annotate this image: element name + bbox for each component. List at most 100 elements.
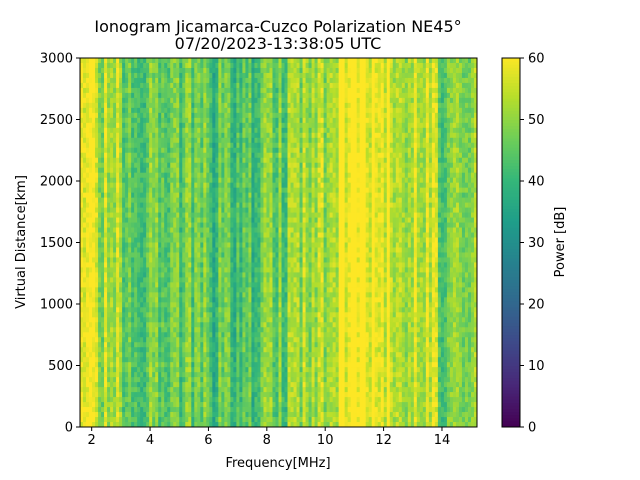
heatmap-cell bbox=[263, 97, 267, 104]
heatmap-cell bbox=[209, 202, 213, 208]
heatmap-cell bbox=[158, 72, 162, 79]
heatmap-cell bbox=[218, 272, 222, 278]
heatmap-cell bbox=[239, 117, 243, 124]
heatmap-cell bbox=[125, 152, 129, 159]
heatmap-cell bbox=[194, 387, 198, 393]
heatmap-cell bbox=[257, 347, 261, 353]
heatmap-cell bbox=[107, 192, 111, 199]
heatmap-cell bbox=[263, 217, 267, 223]
heatmap-cell bbox=[170, 377, 174, 383]
heatmap-cell bbox=[104, 322, 108, 328]
heatmap-cell bbox=[152, 352, 156, 358]
heatmap-cell bbox=[230, 167, 234, 174]
heatmap-cell bbox=[281, 222, 285, 228]
heatmap-cell bbox=[110, 362, 114, 368]
heatmap-cell bbox=[107, 317, 111, 323]
heatmap-cell bbox=[134, 187, 138, 194]
heatmap-cell bbox=[125, 187, 129, 194]
heatmap-cell bbox=[215, 102, 219, 109]
heatmap-cell bbox=[224, 182, 228, 189]
heatmap-cell bbox=[263, 412, 267, 418]
heatmap-cell bbox=[128, 202, 132, 208]
heatmap-cell bbox=[122, 172, 126, 179]
heatmap-cell bbox=[212, 382, 216, 388]
heatmap-cell bbox=[245, 177, 249, 184]
heatmap-cell bbox=[239, 247, 243, 253]
heatmap-cell bbox=[215, 142, 219, 149]
heatmap-cell bbox=[80, 92, 84, 99]
heatmap-cell bbox=[278, 137, 282, 144]
heatmap-cell bbox=[266, 412, 270, 418]
heatmap-cell bbox=[233, 82, 237, 89]
heatmap-cell bbox=[272, 192, 276, 199]
heatmap-cell bbox=[92, 227, 96, 233]
heatmap-cell bbox=[260, 362, 264, 368]
heatmap-cell bbox=[185, 192, 189, 199]
heatmap-cell bbox=[251, 147, 255, 154]
heatmap-cell bbox=[101, 322, 105, 328]
heatmap-cell bbox=[242, 152, 246, 159]
heatmap-cell bbox=[158, 347, 162, 353]
heatmap-cell bbox=[173, 347, 177, 353]
heatmap-cell bbox=[269, 302, 273, 308]
heatmap-cell bbox=[149, 272, 153, 278]
heatmap-cell bbox=[200, 112, 204, 119]
heatmap-cell bbox=[239, 357, 243, 363]
heatmap-cell bbox=[164, 312, 168, 318]
heatmap-cell bbox=[260, 187, 264, 194]
heatmap-cell bbox=[173, 397, 177, 403]
heatmap-cell bbox=[239, 147, 243, 154]
heatmap-cell bbox=[170, 277, 174, 283]
heatmap-cell bbox=[272, 297, 276, 303]
heatmap-cell bbox=[185, 377, 189, 383]
heatmap-cell bbox=[188, 162, 192, 169]
heatmap-cell bbox=[215, 422, 219, 428]
heatmap-cell bbox=[161, 247, 165, 253]
heatmap-cell bbox=[95, 132, 99, 139]
heatmap-cell bbox=[101, 217, 105, 223]
heatmap-cell bbox=[104, 422, 108, 428]
heatmap-cell bbox=[221, 237, 225, 243]
heatmap-cell bbox=[140, 187, 144, 194]
heatmap-cell bbox=[80, 117, 84, 124]
heatmap-cell bbox=[155, 417, 159, 423]
heatmap-cell bbox=[104, 387, 108, 393]
heatmap-cell bbox=[245, 182, 249, 189]
heatmap-cell bbox=[116, 392, 120, 398]
heatmap-cell bbox=[125, 392, 129, 398]
heatmap-cell bbox=[209, 102, 213, 109]
heatmap-cell bbox=[95, 112, 99, 119]
heatmap-cell bbox=[188, 137, 192, 144]
heatmap-cell bbox=[110, 422, 114, 428]
heatmap-cell bbox=[122, 107, 126, 114]
heatmap-cell bbox=[221, 357, 225, 363]
heatmap-cell bbox=[80, 387, 84, 393]
heatmap-cell bbox=[257, 242, 261, 248]
heatmap-cell bbox=[92, 312, 96, 318]
heatmap-cell bbox=[95, 162, 99, 169]
heatmap-cell bbox=[245, 412, 249, 418]
heatmap-cell bbox=[218, 237, 222, 243]
heatmap-cell bbox=[188, 367, 192, 373]
heatmap-cell bbox=[116, 142, 120, 149]
heatmap-cell bbox=[254, 77, 258, 84]
heatmap-cell bbox=[212, 122, 216, 129]
heatmap-cell bbox=[95, 222, 99, 228]
heatmap-cell bbox=[137, 62, 141, 69]
heatmap-cell bbox=[98, 222, 102, 228]
heatmap-cell bbox=[242, 192, 246, 199]
heatmap-cell bbox=[128, 247, 132, 253]
heatmap-cell bbox=[137, 372, 141, 378]
heatmap-cell bbox=[209, 287, 213, 293]
heatmap-cell bbox=[233, 232, 237, 238]
heatmap-cell bbox=[164, 92, 168, 99]
heatmap-cell bbox=[170, 132, 174, 139]
heatmap-cell bbox=[272, 267, 276, 273]
heatmap-cell bbox=[152, 87, 156, 94]
heatmap-cell bbox=[167, 157, 171, 164]
heatmap-cell bbox=[266, 282, 270, 288]
heatmap-cell bbox=[242, 232, 246, 238]
heatmap-cell bbox=[224, 352, 228, 358]
heatmap-cell bbox=[134, 172, 138, 179]
heatmap-cell bbox=[215, 372, 219, 378]
